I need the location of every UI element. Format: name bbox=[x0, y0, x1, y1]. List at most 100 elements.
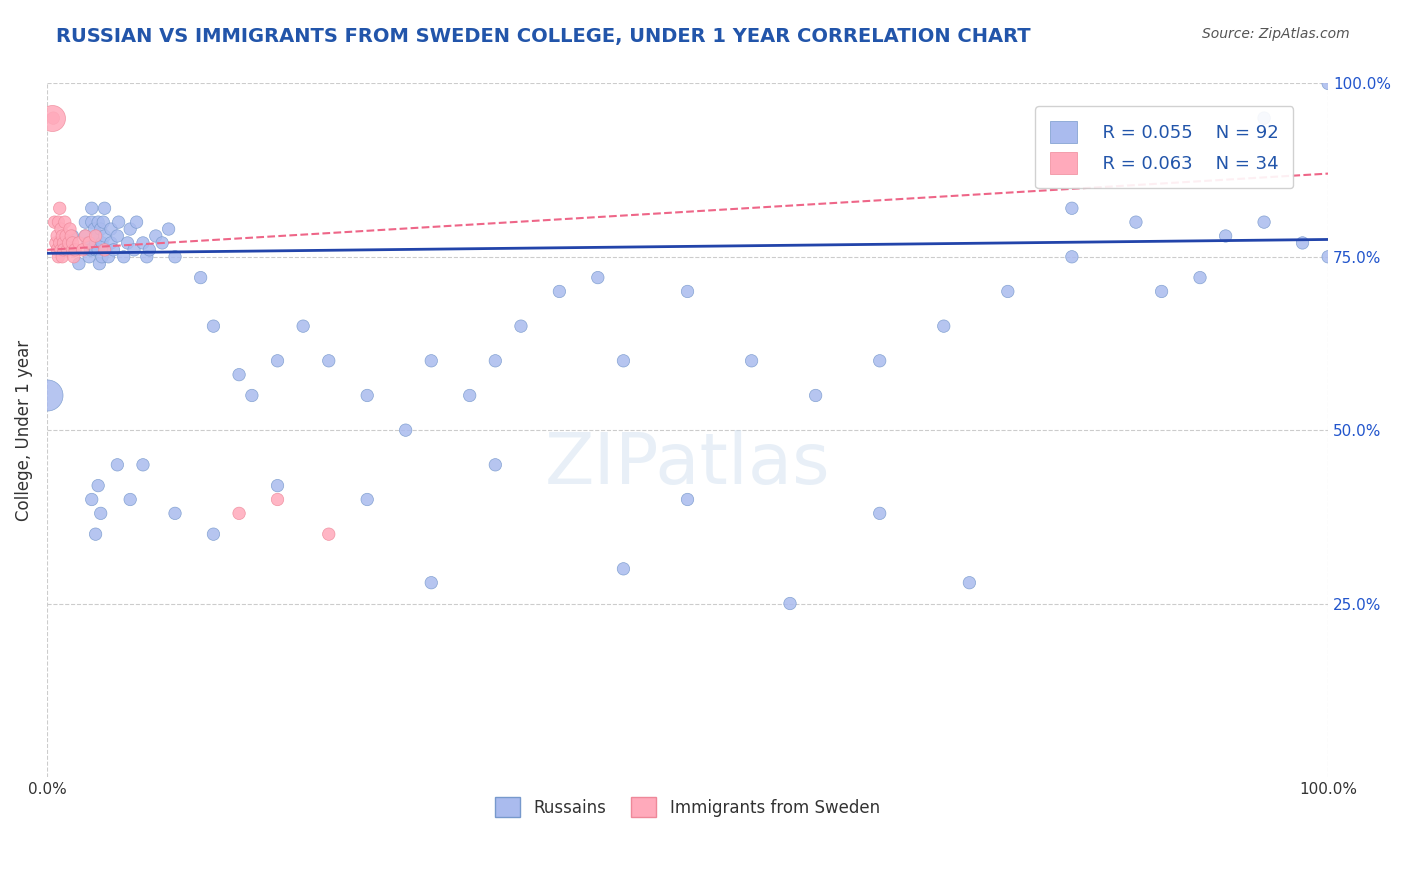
Point bbox=[62, 250, 84, 264]
Point bbox=[1317, 77, 1340, 91]
Point bbox=[79, 243, 101, 257]
Point bbox=[1188, 270, 1211, 285]
Point bbox=[62, 235, 84, 250]
Point bbox=[49, 222, 72, 236]
Point bbox=[80, 492, 103, 507]
Point bbox=[94, 243, 117, 257]
Point bbox=[869, 353, 891, 368]
Point bbox=[62, 229, 84, 244]
Point bbox=[484, 353, 506, 368]
Point bbox=[318, 527, 340, 541]
Point bbox=[779, 597, 801, 611]
Point bbox=[510, 319, 533, 334]
Point bbox=[83, 222, 105, 236]
Point bbox=[356, 492, 378, 507]
Point bbox=[46, 229, 69, 244]
Point bbox=[84, 243, 107, 257]
Point bbox=[100, 235, 122, 250]
Point bbox=[77, 250, 100, 264]
Point bbox=[1060, 250, 1083, 264]
Point bbox=[741, 353, 763, 368]
Point bbox=[91, 250, 114, 264]
Point bbox=[42, 111, 65, 125]
Point bbox=[51, 250, 73, 264]
Point bbox=[1253, 111, 1275, 125]
Point bbox=[48, 250, 70, 264]
Point bbox=[612, 562, 634, 576]
Point bbox=[122, 243, 145, 257]
Point bbox=[458, 388, 481, 402]
Point bbox=[84, 527, 107, 541]
Point bbox=[266, 492, 288, 507]
Point bbox=[1253, 215, 1275, 229]
Point bbox=[957, 575, 980, 590]
Point bbox=[60, 229, 83, 244]
Point bbox=[75, 215, 97, 229]
Point bbox=[77, 235, 100, 250]
Point bbox=[117, 235, 139, 250]
Point bbox=[202, 527, 225, 541]
Point bbox=[120, 492, 142, 507]
Point bbox=[62, 243, 84, 257]
Point bbox=[138, 243, 160, 257]
Point bbox=[1291, 235, 1313, 250]
Point bbox=[35, 388, 58, 402]
Point bbox=[48, 235, 70, 250]
Point bbox=[292, 319, 315, 334]
Point bbox=[77, 235, 100, 250]
Point bbox=[80, 215, 103, 229]
Point bbox=[53, 215, 76, 229]
Point bbox=[67, 235, 90, 250]
Point bbox=[87, 478, 110, 492]
Point bbox=[86, 229, 108, 244]
Point bbox=[105, 229, 128, 244]
Point bbox=[105, 458, 128, 472]
Point bbox=[49, 243, 72, 257]
Point bbox=[356, 388, 378, 402]
Point bbox=[56, 243, 79, 257]
Point bbox=[420, 575, 443, 590]
Point bbox=[52, 243, 75, 257]
Point bbox=[45, 235, 67, 250]
Point bbox=[548, 285, 571, 299]
Point bbox=[84, 235, 107, 250]
Point bbox=[67, 257, 90, 271]
Point bbox=[75, 229, 97, 244]
Point bbox=[59, 222, 82, 236]
Point bbox=[93, 229, 115, 244]
Point bbox=[484, 458, 506, 472]
Point bbox=[87, 243, 110, 257]
Point bbox=[72, 243, 94, 257]
Point bbox=[97, 250, 120, 264]
Point bbox=[1125, 215, 1147, 229]
Point bbox=[612, 353, 634, 368]
Point bbox=[266, 353, 288, 368]
Point bbox=[932, 319, 955, 334]
Point bbox=[91, 215, 114, 229]
Point bbox=[150, 235, 173, 250]
Point bbox=[90, 222, 112, 236]
Text: Source: ZipAtlas.com: Source: ZipAtlas.com bbox=[1202, 27, 1350, 41]
Point bbox=[89, 257, 111, 271]
Point bbox=[676, 285, 699, 299]
Point bbox=[46, 243, 69, 257]
Point bbox=[63, 243, 86, 257]
Point bbox=[420, 353, 443, 368]
Point bbox=[41, 111, 63, 125]
Point bbox=[44, 215, 66, 229]
Point bbox=[1215, 229, 1237, 244]
Point bbox=[52, 235, 75, 250]
Point bbox=[120, 222, 142, 236]
Point bbox=[997, 285, 1019, 299]
Point bbox=[125, 215, 148, 229]
Point bbox=[190, 270, 212, 285]
Point bbox=[80, 201, 103, 215]
Point bbox=[1060, 201, 1083, 215]
Point bbox=[100, 222, 122, 236]
Point bbox=[48, 215, 70, 229]
Point bbox=[145, 229, 167, 244]
Point bbox=[91, 235, 114, 250]
Point bbox=[132, 235, 155, 250]
Point bbox=[1150, 285, 1173, 299]
Y-axis label: College, Under 1 year: College, Under 1 year bbox=[15, 340, 32, 521]
